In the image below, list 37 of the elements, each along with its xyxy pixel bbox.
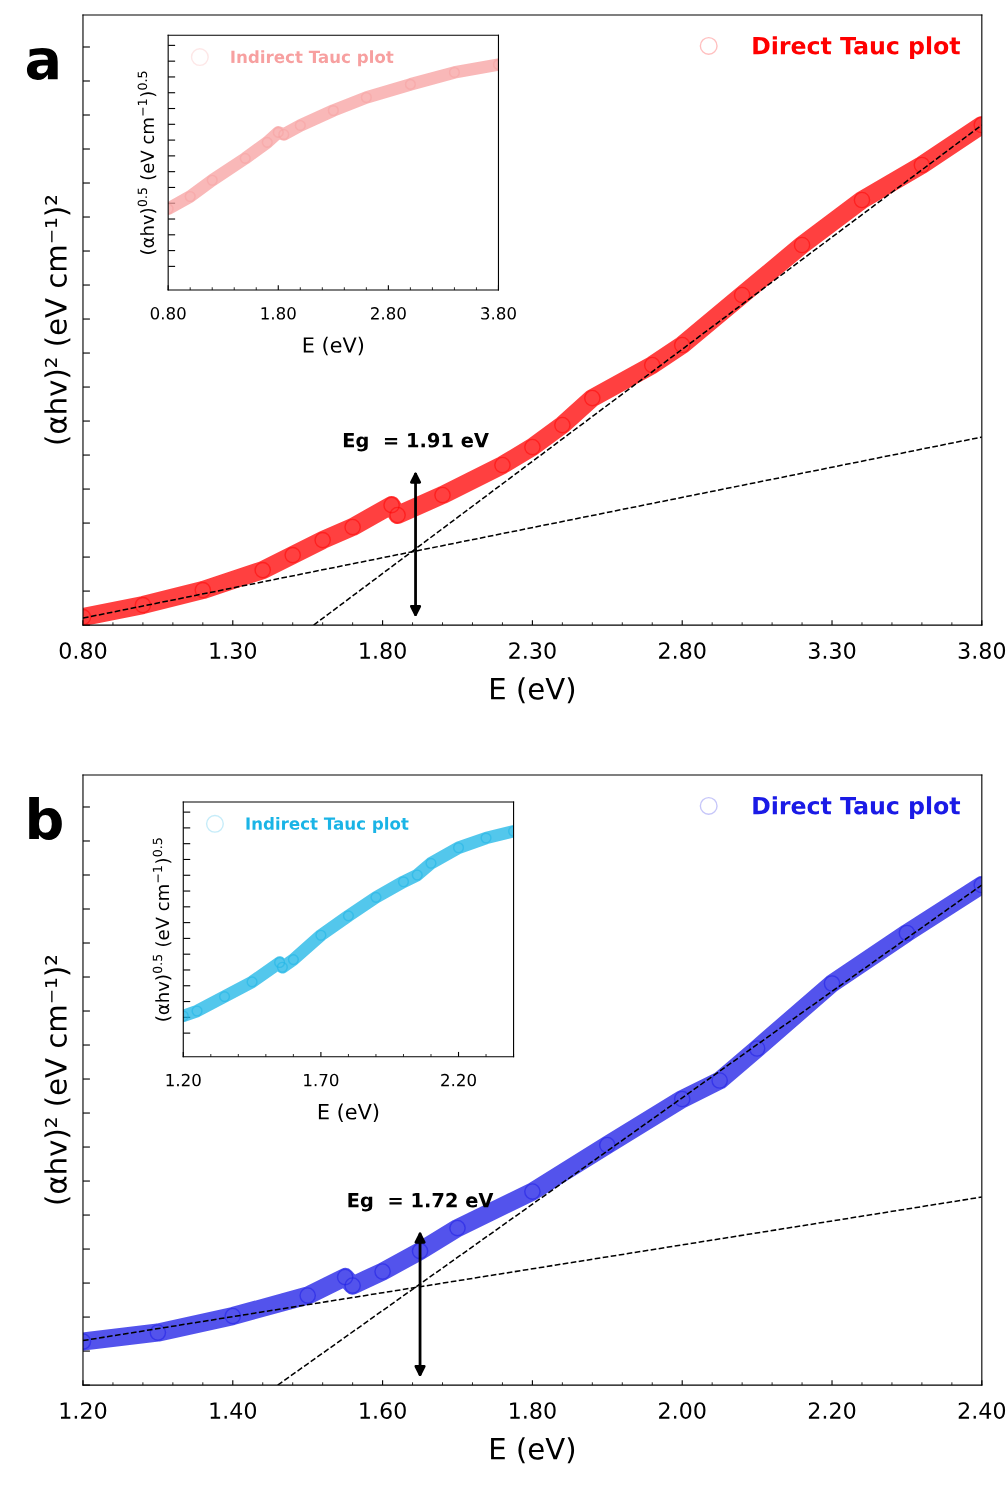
x-axis-title: E (eV) <box>318 1103 379 1123</box>
x-tick-label: 1.70 <box>304 1073 339 1087</box>
legend-label: Indirect Tauc plot <box>246 816 409 834</box>
legend-label: Indirect Tauc plot <box>231 50 394 67</box>
chart-title: a <box>26 48 58 80</box>
x-tick-label: 3.80 <box>958 642 1006 659</box>
x-tick-label: 0.80 <box>59 642 107 659</box>
x-tick-label: 3.30 <box>808 642 856 659</box>
x-tick-label: 2.20 <box>808 1402 856 1419</box>
legend-label: Direct Tauc plot <box>753 36 961 60</box>
x-tick-label: 1.60 <box>360 1402 406 1419</box>
x-tick-label: 1.20 <box>60 1402 107 1419</box>
x-axis-title: E (eV) <box>491 677 575 704</box>
x-axis-title: E (eV) <box>491 1437 575 1464</box>
x-tick-label: 3.80 <box>481 307 516 320</box>
annotation: Eg = 1.72 eV <box>348 1192 494 1212</box>
x-tick-label: 2.00 <box>659 1402 706 1419</box>
x-tick-label: 2.20 <box>441 1073 476 1087</box>
x-tick-label: 1.80 <box>261 307 296 320</box>
x-tick-label: 2.80 <box>659 642 706 659</box>
x-tick-label: 1.80 <box>360 642 406 659</box>
x-tick-label: 2.30 <box>509 642 556 659</box>
y-axis-title: (αhv)² (eV cm⁻¹)² <box>44 955 71 1204</box>
y-axis-title: (αhv)² (eV cm⁻¹)² <box>44 195 71 444</box>
x-tick-label: 2.40 <box>958 1402 1006 1419</box>
x-tick-label: 1.20 <box>166 1073 201 1087</box>
x-tick-label: 1.30 <box>210 642 257 659</box>
legend-label: Direct Tauc plot <box>753 796 961 820</box>
annotation: Eg = 1.91 eV <box>343 432 489 452</box>
x-tick-label: 0.80 <box>150 307 186 320</box>
chart-title: b <box>29 796 62 840</box>
x-tick-label: 1.40 <box>210 1402 257 1419</box>
x-axis-title: E (eV) <box>303 336 364 356</box>
x-tick-label: 2.80 <box>371 307 406 320</box>
x-tick-label: 1.80 <box>510 1402 556 1419</box>
y-axis-title: (αhv)$^{0.5}$ (eV cm$^{−1}$)$^{0.5}$ <box>152 838 172 1021</box>
y-axis-title: (αhv)$^{0.5}$ (eV cm$^{−1}$)$^{0.5}$ <box>137 71 157 254</box>
